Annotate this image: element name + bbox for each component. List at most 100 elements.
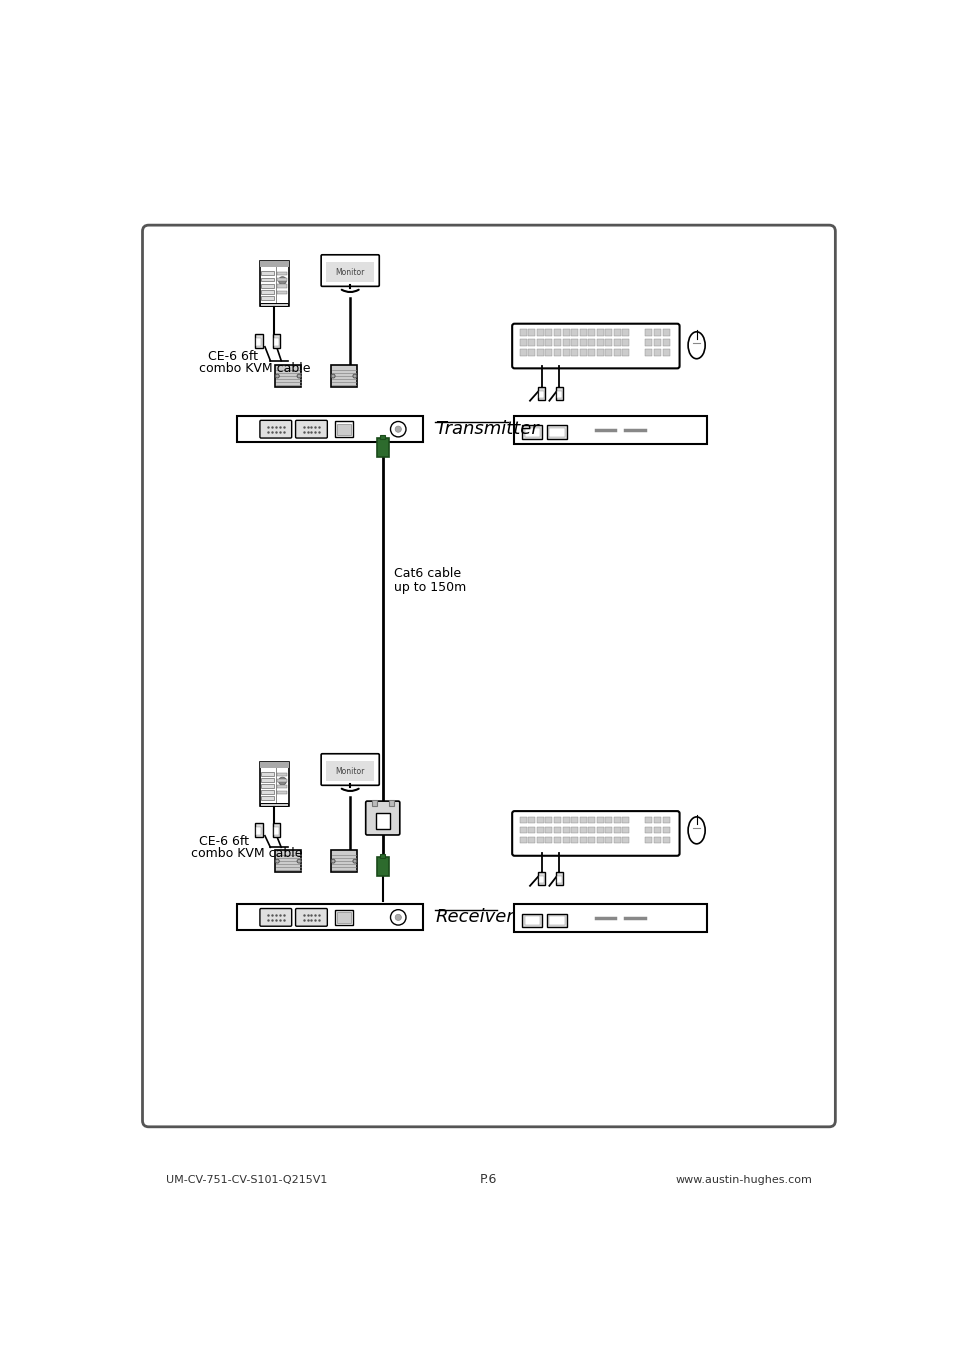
Bar — [555, 387, 562, 400]
Bar — [545, 826, 552, 833]
Bar — [613, 837, 620, 844]
Bar — [376, 437, 389, 456]
FancyArrowPatch shape — [341, 290, 358, 292]
Circle shape — [296, 859, 301, 863]
Bar — [554, 837, 560, 844]
Bar — [375, 814, 390, 829]
Text: combo KVM cable: combo KVM cable — [191, 846, 302, 860]
Bar — [514, 416, 706, 444]
FancyBboxPatch shape — [321, 753, 379, 786]
Bar — [545, 817, 552, 824]
Bar — [662, 837, 670, 844]
Bar — [587, 339, 595, 346]
Bar — [514, 904, 706, 931]
Text: www.austin-hughes.com: www.austin-hughes.com — [675, 1174, 811, 1185]
FancyBboxPatch shape — [295, 909, 327, 926]
Bar — [276, 285, 287, 288]
Circle shape — [331, 374, 335, 378]
Bar — [326, 262, 374, 282]
Bar — [276, 791, 287, 794]
Bar — [236, 904, 422, 930]
FancyBboxPatch shape — [512, 811, 679, 856]
Bar — [587, 817, 595, 824]
Bar — [604, 817, 612, 824]
Bar — [256, 828, 261, 836]
Bar — [613, 329, 620, 336]
Bar — [276, 278, 287, 281]
Bar — [562, 837, 569, 844]
Bar — [256, 339, 261, 346]
Bar — [326, 761, 374, 782]
Bar — [549, 428, 564, 437]
Bar — [261, 284, 274, 288]
Bar — [276, 290, 287, 294]
Bar — [528, 329, 535, 336]
Bar — [331, 366, 356, 387]
Bar — [654, 329, 660, 336]
Bar — [545, 329, 552, 336]
Ellipse shape — [687, 817, 704, 844]
Circle shape — [296, 374, 301, 378]
Bar — [336, 424, 351, 435]
Bar — [545, 350, 552, 356]
Bar — [587, 826, 595, 833]
Bar — [519, 339, 526, 346]
Bar — [276, 772, 287, 776]
Bar — [604, 329, 612, 336]
Bar — [596, 837, 603, 844]
Bar — [260, 302, 288, 306]
Text: CE-6 6ft: CE-6 6ft — [199, 836, 249, 848]
Bar — [579, 329, 586, 336]
Bar — [654, 339, 660, 346]
Bar — [621, 817, 629, 824]
Bar — [557, 390, 561, 398]
Bar — [579, 837, 586, 844]
Bar — [519, 826, 526, 833]
Circle shape — [390, 421, 406, 437]
FancyBboxPatch shape — [365, 801, 399, 836]
Bar — [274, 366, 301, 387]
Bar — [579, 817, 586, 824]
Bar — [571, 826, 578, 833]
Bar — [654, 826, 660, 833]
Text: P.6: P.6 — [479, 1173, 497, 1187]
Bar — [562, 826, 569, 833]
Circle shape — [353, 859, 356, 863]
Bar — [596, 339, 603, 346]
Bar — [538, 390, 543, 398]
Bar — [261, 772, 274, 776]
Bar — [596, 329, 603, 336]
Bar — [261, 271, 274, 275]
Bar — [261, 790, 274, 794]
Bar — [613, 826, 620, 833]
Bar — [644, 837, 651, 844]
Bar — [528, 350, 535, 356]
Bar — [587, 350, 595, 356]
Bar — [260, 803, 288, 806]
Bar — [546, 425, 567, 439]
Bar — [555, 872, 562, 886]
Bar — [644, 826, 651, 833]
Bar — [613, 339, 620, 346]
FancyBboxPatch shape — [321, 255, 379, 286]
Bar — [587, 837, 595, 844]
Bar — [372, 799, 376, 806]
Bar — [254, 824, 262, 837]
Bar — [546, 914, 567, 927]
Bar — [519, 817, 526, 824]
Bar — [276, 779, 287, 782]
Bar — [644, 817, 651, 824]
Circle shape — [275, 859, 279, 863]
Bar — [274, 850, 301, 872]
Bar — [644, 329, 651, 336]
Bar — [554, 817, 560, 824]
Bar — [259, 262, 289, 267]
Bar — [521, 425, 542, 439]
Bar — [380, 855, 385, 859]
Bar — [254, 335, 262, 347]
Bar — [644, 350, 651, 356]
Bar — [662, 339, 670, 346]
Bar — [654, 817, 660, 824]
Circle shape — [278, 277, 286, 285]
Bar — [571, 817, 578, 824]
